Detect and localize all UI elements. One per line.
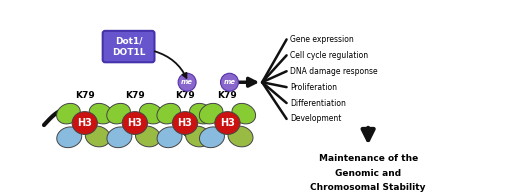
Ellipse shape	[228, 126, 253, 147]
Text: H3: H3	[77, 118, 92, 128]
Text: Genomic and: Genomic and	[335, 169, 401, 178]
Ellipse shape	[200, 127, 224, 148]
Ellipse shape	[139, 103, 163, 124]
Circle shape	[221, 73, 239, 91]
Text: K79: K79	[218, 91, 238, 100]
Text: DNA damage response: DNA damage response	[290, 67, 377, 76]
Text: Dot1/
DOT1L: Dot1/ DOT1L	[112, 36, 145, 57]
Text: me: me	[224, 79, 236, 85]
Ellipse shape	[89, 103, 113, 124]
Text: Proliferation: Proliferation	[290, 83, 337, 92]
Circle shape	[178, 73, 196, 91]
Ellipse shape	[136, 126, 160, 147]
Ellipse shape	[232, 103, 255, 124]
Ellipse shape	[86, 126, 110, 147]
Text: Chromosomal Stability: Chromosomal Stability	[310, 183, 426, 192]
Text: Gene expression: Gene expression	[290, 35, 354, 44]
Ellipse shape	[189, 103, 213, 124]
Ellipse shape	[107, 127, 132, 148]
Ellipse shape	[215, 112, 240, 134]
Text: me: me	[181, 79, 193, 85]
Ellipse shape	[72, 112, 97, 134]
Ellipse shape	[157, 103, 181, 124]
Text: Maintenance of the: Maintenance of the	[318, 154, 418, 163]
Text: Differentiation: Differentiation	[290, 98, 346, 108]
Ellipse shape	[57, 103, 80, 124]
Ellipse shape	[122, 112, 147, 134]
Ellipse shape	[157, 127, 182, 148]
FancyBboxPatch shape	[103, 31, 155, 62]
Text: K79: K79	[75, 91, 95, 100]
Ellipse shape	[57, 127, 82, 148]
Ellipse shape	[173, 112, 198, 134]
Text: H3: H3	[178, 118, 193, 128]
Text: Development: Development	[290, 114, 341, 123]
Ellipse shape	[199, 103, 223, 124]
Text: K79: K79	[125, 91, 145, 100]
Text: K79: K79	[175, 91, 195, 100]
Text: H3: H3	[220, 118, 235, 128]
Ellipse shape	[107, 103, 131, 124]
Text: H3: H3	[127, 118, 142, 128]
Ellipse shape	[186, 126, 210, 147]
Text: Cell cycle regulation: Cell cycle regulation	[290, 51, 368, 60]
